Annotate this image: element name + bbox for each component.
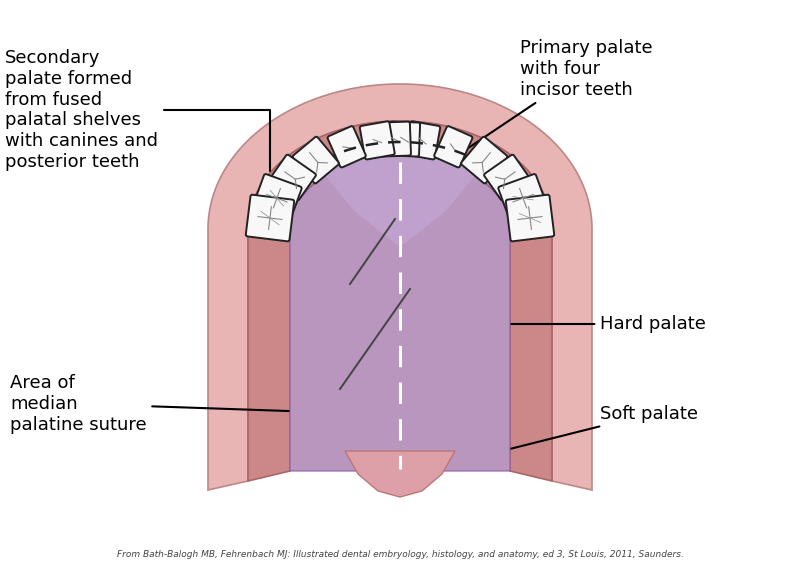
FancyBboxPatch shape	[252, 174, 302, 222]
Polygon shape	[322, 155, 478, 247]
Polygon shape	[248, 121, 552, 481]
FancyBboxPatch shape	[498, 174, 548, 222]
Text: From Bath-Balogh MB, Fehrenbach MJ: Illustrated dental embryology, histology, an: From Bath-Balogh MB, Fehrenbach MJ: Illu…	[117, 550, 683, 559]
FancyBboxPatch shape	[360, 121, 394, 159]
FancyBboxPatch shape	[380, 122, 411, 156]
Polygon shape	[208, 84, 592, 490]
Text: Hard palate: Hard palate	[478, 315, 706, 333]
Text: Primary palate
with four
incisor teeth: Primary palate with four incisor teeth	[427, 39, 653, 175]
FancyBboxPatch shape	[484, 155, 530, 200]
Text: Area of
median
palatine suture: Area of median palatine suture	[10, 374, 372, 434]
FancyBboxPatch shape	[293, 137, 339, 183]
FancyBboxPatch shape	[461, 137, 507, 183]
FancyBboxPatch shape	[327, 126, 366, 167]
Text: Soft palate: Soft palate	[453, 405, 698, 463]
FancyBboxPatch shape	[506, 195, 554, 241]
FancyBboxPatch shape	[434, 126, 473, 167]
FancyBboxPatch shape	[270, 155, 316, 200]
FancyBboxPatch shape	[389, 122, 420, 156]
Text: Secondary
palate formed
from fused
palatal shelves
with canines and
posterior te: Secondary palate formed from fused palat…	[5, 49, 270, 171]
Polygon shape	[290, 157, 510, 471]
FancyBboxPatch shape	[406, 121, 440, 159]
Polygon shape	[345, 451, 455, 497]
FancyBboxPatch shape	[246, 195, 294, 241]
